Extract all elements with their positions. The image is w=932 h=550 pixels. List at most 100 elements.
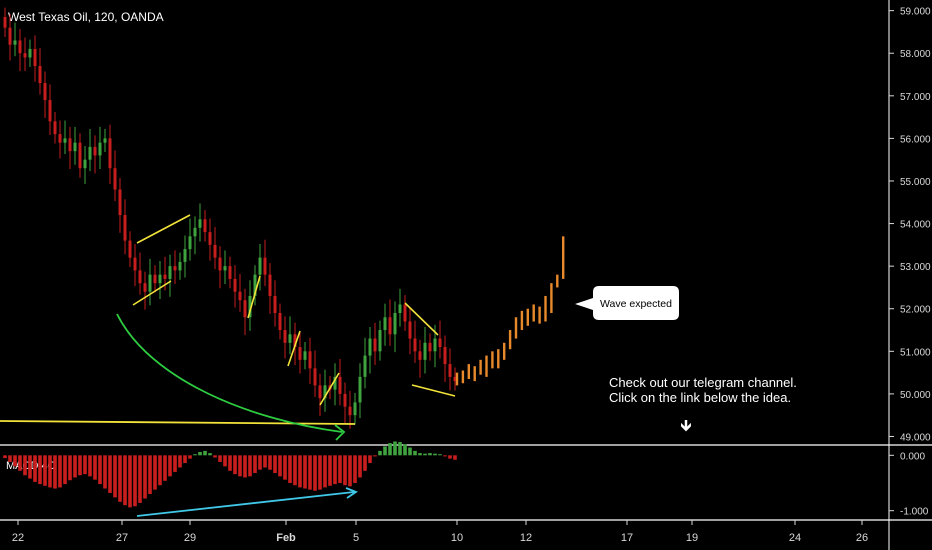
macd-bar-positive bbox=[408, 447, 412, 456]
macd-bar-negative bbox=[288, 455, 292, 483]
candle-down bbox=[338, 376, 342, 394]
candle-down bbox=[93, 146, 97, 156]
projection-bar bbox=[503, 342, 506, 360]
candle-down bbox=[53, 121, 57, 135]
macd-bar-negative bbox=[368, 455, 372, 464]
macd-bar-negative bbox=[33, 455, 37, 482]
projection-series bbox=[455, 236, 565, 386]
macd-bar-positive bbox=[198, 451, 202, 456]
candle-down bbox=[18, 40, 22, 54]
macd-bar-negative bbox=[228, 455, 232, 471]
projection-bar bbox=[455, 372, 459, 386]
projection-bar bbox=[473, 366, 476, 382]
macd-bar-negative bbox=[18, 455, 22, 471]
time-axis-ticks: 22 27 29 Feb 5 10 12 17 19 24 26 bbox=[12, 520, 868, 544]
macd-bar-negative bbox=[358, 455, 362, 478]
macd-bar-positive bbox=[388, 443, 392, 456]
candle-down bbox=[273, 295, 277, 313]
candle-up bbox=[358, 376, 362, 403]
macd-bar-negative bbox=[298, 455, 302, 488]
macd-bar-negative bbox=[93, 455, 97, 480]
candle-up bbox=[158, 274, 162, 284]
candle-down bbox=[38, 66, 42, 84]
price-tick-label: 51.000 bbox=[900, 347, 931, 358]
macd-bar-positive bbox=[428, 453, 432, 456]
telegram-note-line-2: Click on the link below the idea. bbox=[609, 390, 791, 405]
candle-down bbox=[438, 338, 442, 348]
macd-bar-negative bbox=[113, 455, 117, 498]
macd-bar-positive bbox=[403, 444, 407, 456]
candle-up bbox=[103, 138, 107, 143]
macd-bar-negative bbox=[73, 455, 77, 478]
macd-bar-positive bbox=[398, 442, 402, 456]
candle-down bbox=[318, 385, 322, 399]
candle-up bbox=[168, 266, 172, 279]
candle-down bbox=[3, 17, 7, 28]
macd-bar-negative bbox=[3, 455, 7, 459]
macd-bar-negative bbox=[328, 455, 332, 486]
macd-bar-negative bbox=[143, 455, 147, 499]
macd-bar-negative bbox=[303, 455, 307, 489]
candle-up bbox=[353, 402, 357, 416]
time-tick-label: 29 bbox=[184, 532, 196, 544]
candle-down bbox=[348, 406, 352, 416]
candle-down bbox=[283, 330, 287, 343]
macd-bar-negative bbox=[453, 455, 457, 460]
macd-bar-negative bbox=[88, 455, 92, 477]
projection-bar bbox=[550, 283, 553, 313]
wave-line-2 bbox=[287, 330, 301, 367]
time-tick-label: 10 bbox=[451, 532, 463, 544]
triangle-upper-line bbox=[404, 302, 439, 336]
macd-bar-negative bbox=[338, 455, 342, 483]
candle-down bbox=[163, 274, 167, 279]
candle-down bbox=[203, 219, 207, 233]
projection-bar bbox=[520, 310, 524, 331]
curved-arrow-head bbox=[334, 424, 346, 441]
time-tick-label: 27 bbox=[116, 532, 128, 544]
candle-down bbox=[428, 342, 432, 352]
projection-bar bbox=[544, 295, 547, 322]
candle-down bbox=[133, 257, 137, 271]
macd-divergence-line bbox=[136, 491, 355, 517]
candle-down bbox=[298, 347, 302, 360]
macd-bar-negative bbox=[333, 455, 337, 485]
projection-bar bbox=[508, 330, 512, 350]
candle-up bbox=[83, 159, 87, 169]
time-tick-label: 22 bbox=[12, 532, 24, 544]
candle-up bbox=[258, 257, 262, 275]
candle-up bbox=[288, 334, 292, 343]
candle-down bbox=[153, 274, 157, 284]
candle-down bbox=[373, 338, 377, 352]
macd-divergence bbox=[136, 487, 358, 517]
candle-down bbox=[403, 304, 407, 322]
macd-bar-negative bbox=[68, 455, 72, 481]
projection-bar bbox=[467, 364, 470, 379]
macd-bar-negative bbox=[293, 455, 297, 486]
time-tick-label: 26 bbox=[856, 532, 868, 544]
macd-bar-negative bbox=[258, 455, 262, 470]
candle-down bbox=[268, 274, 272, 296]
macd-bar-negative bbox=[443, 455, 447, 457]
projection-bar bbox=[491, 351, 494, 369]
candle-up bbox=[363, 355, 367, 377]
macd-bar-negative bbox=[168, 455, 172, 477]
macd-bar-negative bbox=[98, 455, 102, 485]
candle-down bbox=[43, 83, 47, 101]
macd-bar-negative bbox=[153, 455, 157, 490]
macd-bar-negative bbox=[63, 455, 67, 485]
macd-bar-negative bbox=[183, 455, 187, 464]
macd-bar-negative bbox=[318, 455, 322, 490]
candle-up bbox=[398, 304, 402, 313]
candle-up bbox=[383, 317, 387, 331]
price-tick-label: 55.000 bbox=[900, 177, 931, 188]
macd-bar-positive bbox=[208, 453, 212, 456]
macd-bar-negative bbox=[353, 455, 357, 483]
macd-bar-negative bbox=[323, 455, 327, 488]
candle-down bbox=[33, 48, 37, 67]
candle-down bbox=[78, 142, 82, 169]
macd-bar-negative bbox=[133, 455, 137, 507]
macd-bar-negative bbox=[158, 455, 162, 486]
candle-up bbox=[368, 338, 372, 356]
macd-bar-positive bbox=[418, 453, 422, 456]
